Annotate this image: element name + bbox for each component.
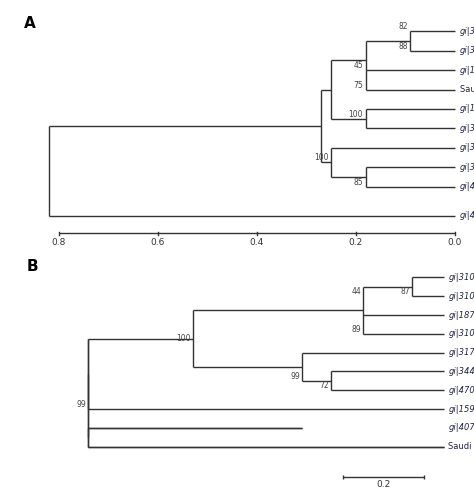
Text: 44: 44 [352,287,361,296]
Text: gi|34499979: gi|34499979 [448,367,474,376]
Text: 100: 100 [177,334,191,343]
Text: gi|47095: gi|47095 [448,386,474,395]
Text: 72: 72 [319,381,329,390]
Text: 88: 88 [398,42,408,51]
Text: gi|310781455: gi|310781455 [448,329,474,338]
Text: gi|34499979: gi|34499979 [460,163,474,172]
Text: 75: 75 [353,80,363,90]
Text: 0.6: 0.6 [150,238,165,247]
Text: gi|407876: gi|407876 [460,211,474,220]
Text: gi|159157365: gi|159157365 [448,405,474,414]
Text: 85: 85 [354,178,363,186]
Text: gi|310781447: gi|310781447 [448,292,474,301]
Text: gi|317411290: gi|317411290 [448,348,474,357]
Text: 0.2: 0.2 [348,238,363,247]
Text: 0.4: 0.4 [249,238,264,247]
Text: A: A [24,16,36,31]
Text: gi|47095: gi|47095 [460,182,474,191]
Text: 100: 100 [348,110,363,119]
Text: 99: 99 [76,400,86,409]
Text: gi|310781447: gi|310781447 [460,46,474,55]
Text: gi|1872136: gi|1872136 [448,310,474,319]
Text: gi|1872136: gi|1872136 [460,105,474,114]
Text: 89: 89 [352,325,361,334]
Text: gi|407876: gi|407876 [448,423,474,433]
Text: 100: 100 [314,153,328,162]
Text: 99: 99 [291,372,301,381]
Text: Saudi Streptokinase: Saudi Streptokinase [448,442,474,451]
Text: 0.2: 0.2 [376,481,391,490]
Text: B: B [27,258,39,274]
Text: gi|310781445: gi|310781445 [448,273,474,282]
Text: gi|310781455: gi|310781455 [460,124,474,133]
Text: 45: 45 [353,61,363,70]
Text: Saudi Streptokinase: Saudi Streptokinase [460,85,474,94]
Text: 0.0: 0.0 [447,238,462,247]
Text: gi|159157365: gi|159157365 [460,65,474,74]
Text: 87: 87 [400,287,410,296]
Text: 82: 82 [398,22,408,31]
Text: gi|317411290: gi|317411290 [460,143,474,152]
Text: gi|310781445: gi|310781445 [460,27,474,36]
Text: 0.8: 0.8 [51,238,66,247]
